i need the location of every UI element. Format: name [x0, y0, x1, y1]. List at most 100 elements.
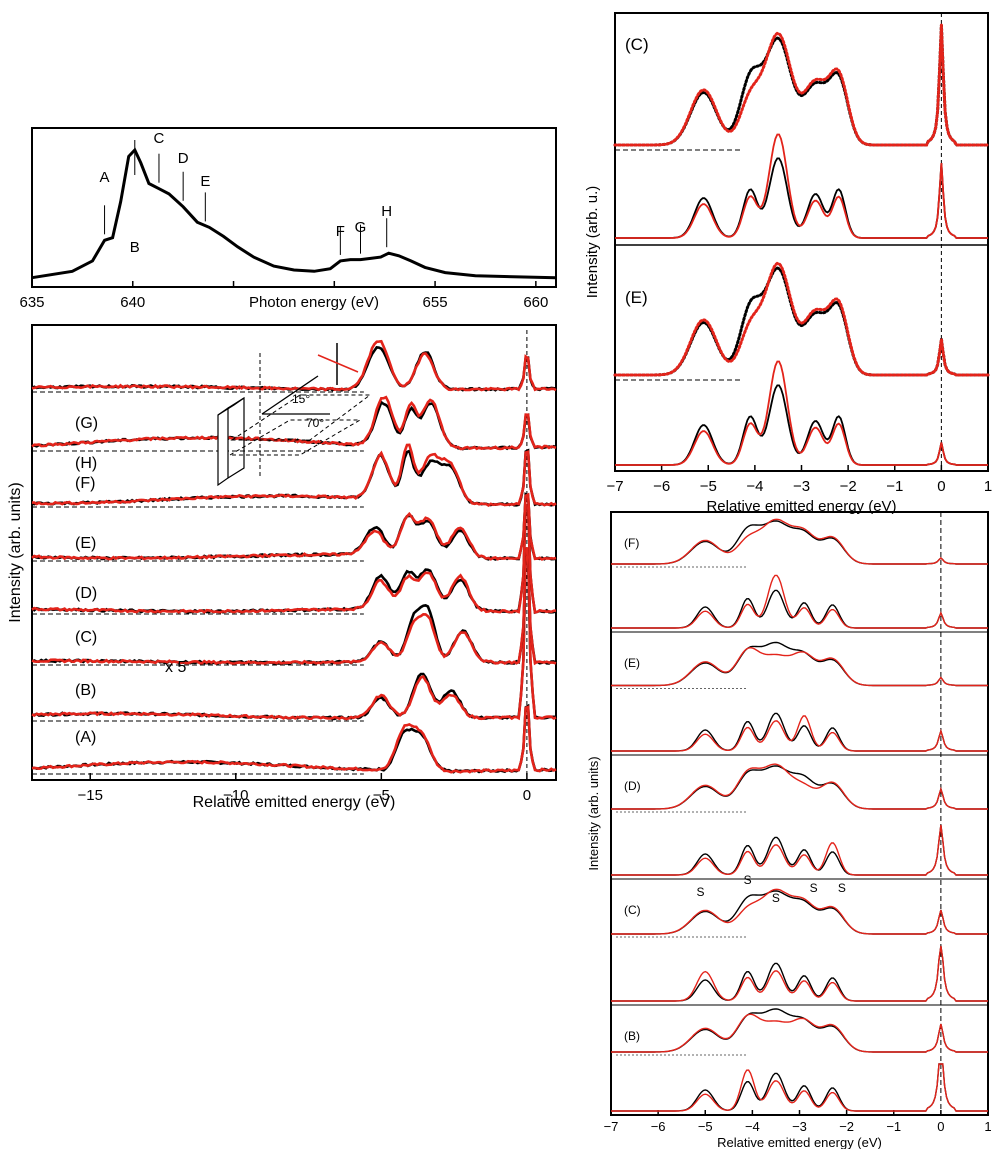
- calc-s-label: S: [744, 873, 752, 887]
- exp-series-red: [32, 443, 557, 507]
- calc-bottom-black: [611, 712, 988, 752]
- exp-spectrum-label: (A): [75, 729, 96, 746]
- exp-spectrum-label: (C): [75, 629, 97, 646]
- ce-xlabel: Relative emitted energy (eV): [706, 498, 896, 515]
- exp-series-red: [31, 502, 557, 615]
- exp-tick-label: −10: [223, 787, 248, 804]
- calc-tick-label: −1: [886, 1119, 901, 1134]
- calc-tick-label: 1: [984, 1119, 991, 1134]
- ce-tick-label: −4: [746, 478, 763, 495]
- xas-marker-label: D: [178, 150, 189, 167]
- calc-bottom-black: [611, 824, 988, 876]
- exp-inset-angle2: 70°: [306, 416, 324, 430]
- ce-tick-label: 1: [984, 478, 992, 495]
- calc-tick-label: −2: [839, 1119, 854, 1134]
- calc-tick-label: 0: [937, 1119, 944, 1134]
- ce-panel-label: (E): [625, 288, 648, 307]
- exp-series-black: [31, 400, 557, 451]
- calc-s-label: S: [810, 881, 818, 895]
- xas-marker-label: H: [381, 203, 392, 220]
- exp-series-black: [31, 547, 557, 721]
- calc-tick-label: −6: [651, 1119, 666, 1134]
- calc-panel-label: (D): [624, 779, 641, 793]
- ce-tick-label: −3: [793, 478, 810, 495]
- exp-x5-annotation: x 5: [165, 659, 186, 676]
- xas-tick-label: 660: [523, 294, 548, 311]
- exp-inset-plane1: [230, 394, 372, 441]
- ce-tick-label: −1: [886, 478, 903, 495]
- calc-bottom-black: [611, 1063, 988, 1112]
- exp-series-red: [31, 395, 557, 451]
- calc-top-black: [611, 765, 988, 810]
- calc-panel-label: (F): [624, 536, 639, 550]
- ce-calc-red: [615, 133, 988, 239]
- xas-marker-label: E: [200, 173, 210, 190]
- exp-series-black: [31, 346, 557, 392]
- exp-inset-sample-top: [217, 397, 245, 416]
- exp-inset-sample: [217, 406, 229, 487]
- xas-tick-label: 635: [19, 294, 44, 311]
- calc-bottom-black: [611, 589, 988, 629]
- calc-top-red: [611, 763, 988, 810]
- rixs-calc-panel: −7 −6 −5 −4 −3 −2 −1 0 1 Relative emitted energy …: [586, 511, 992, 1149]
- exp-spectrum-label: (E): [75, 535, 96, 552]
- exp-tick-label: −5: [373, 787, 390, 804]
- calc-bottom-black: [611, 945, 988, 1002]
- calc-frame: [610, 511, 989, 1116]
- exp-series-red: [31, 492, 557, 561]
- xas-marker-label: A: [100, 169, 110, 186]
- exp-xlabel: Relative emitted energy (eV): [193, 794, 396, 811]
- exp-series-red: [31, 705, 557, 774]
- calc-panel-label: (B): [624, 1029, 640, 1043]
- ce-calc-red: [615, 360, 988, 466]
- ce-tick-label: −2: [840, 478, 857, 495]
- calc-s-label: S: [838, 881, 846, 895]
- calc-ylabel: Intensity (arb. units): [586, 756, 601, 870]
- calc-panel-label: (C): [624, 903, 641, 917]
- exp-ylabel: Intensity (arb. units): [7, 482, 24, 623]
- xas-marker-label: F: [336, 223, 345, 240]
- ce-frame: [614, 12, 989, 472]
- xas-line: [31, 147, 557, 280]
- exp-inset-ray: [261, 375, 319, 415]
- exp-series-red: [31, 554, 557, 666]
- exp-frame: [31, 324, 557, 781]
- calc-tick-label: −7: [604, 1119, 619, 1134]
- calc-top-black: [611, 641, 988, 687]
- ce-tick-label: −7: [606, 478, 623, 495]
- calc-bottom-red: [611, 945, 988, 1002]
- ce-panel-label: (C): [625, 35, 649, 54]
- calc-top-red: [611, 888, 988, 935]
- exp-spectrum-label: (D): [75, 585, 97, 602]
- calc-bottom-red: [611, 715, 988, 752]
- calc-s-label: S: [697, 885, 705, 899]
- xas-marker-label: C: [154, 130, 165, 147]
- calc-bottom-red: [611, 1063, 988, 1112]
- calc-s-label: S: [772, 891, 780, 905]
- calc-panel-label: (E): [624, 656, 640, 670]
- xas-marker-label: B: [130, 239, 140, 256]
- exp-inset-angle1: 15°: [292, 392, 310, 406]
- ce-tick-label: −5: [700, 478, 717, 495]
- calc-xlabel: Relative emitted energy (eV): [717, 1135, 882, 1149]
- calc-top-black: [611, 1008, 988, 1053]
- xas-frame: [31, 127, 557, 288]
- ce-exp-red: [613, 24, 990, 147]
- calc-top-red: [611, 518, 988, 565]
- ce-tick-label: −6: [653, 478, 670, 495]
- exp-series-red: [31, 339, 557, 392]
- exp-spectrum-label: (F): [75, 475, 95, 492]
- calc-top-red: [611, 1013, 988, 1053]
- ce-ylabel: Intensity (arb. u.): [584, 186, 601, 299]
- exp-tick-label: 0: [523, 787, 531, 804]
- exp-series-red: [31, 547, 557, 721]
- xas-tick-label: 655: [423, 294, 448, 311]
- calc-tick-label: −3: [792, 1119, 807, 1134]
- calc-top-red: [611, 646, 988, 687]
- exp-tick-label: −15: [77, 787, 102, 804]
- xas-panel: 635 640 655 660 Photon energy (eV) A B CDE F GH: [19, 127, 557, 311]
- calc-tick-label: −5: [698, 1119, 713, 1134]
- rixs-ce-panel: −7 −6 −5 −4 −3 −2 −1 0 1 Relative emitted energy …: [584, 12, 992, 515]
- rixs-experiment-panel: −15 −10 −5 0 Relative emitted energy (eV) Int…: [7, 324, 557, 811]
